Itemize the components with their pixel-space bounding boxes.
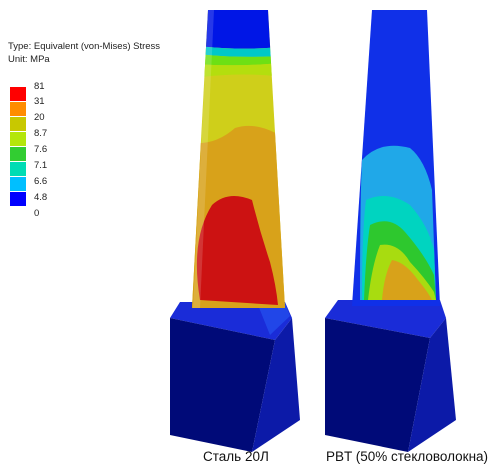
colorbar-swatch xyxy=(10,132,26,147)
colorbar-tick-label: 6.6 xyxy=(34,176,48,187)
colorbar-tick-label: 31 xyxy=(34,96,45,107)
colorbar-swatch xyxy=(10,177,26,192)
legend-header: Type: Equivalent (von-Mises) Stress Unit… xyxy=(8,40,160,66)
pbt-caption: PBT (50% стекловолокна) xyxy=(326,449,489,464)
colorbar-tick-label: 7.6 xyxy=(34,144,48,155)
colorbar-swatch xyxy=(10,192,26,207)
pbt-base xyxy=(325,300,456,452)
stress-colorbar xyxy=(10,87,26,215)
colorbar-tick-label: 8.7 xyxy=(34,128,48,139)
colorbar-tick-label: 0 xyxy=(34,208,40,219)
steel-caption: Сталь 20Л xyxy=(203,449,269,464)
steel-model xyxy=(170,10,300,452)
colorbar-swatch xyxy=(10,147,26,162)
colorbar-tick-label: 81 xyxy=(34,81,45,92)
legend-type-text: Type: Equivalent (von-Mises) Stress xyxy=(8,41,161,52)
steel-base xyxy=(170,302,300,452)
legend-unit-text: Unit: MPa xyxy=(8,54,50,65)
colorbar-swatch xyxy=(10,87,26,102)
colorbar-tick-label: 4.8 xyxy=(34,192,48,203)
steel-blade xyxy=(192,10,285,308)
colorbar-swatch xyxy=(10,102,26,117)
colorbar-tick-label: 20 xyxy=(34,112,45,123)
colorbar-swatch xyxy=(10,162,26,177)
colorbar-swatch xyxy=(10,117,26,132)
pbt-model xyxy=(325,10,456,452)
pbt-blade xyxy=(352,10,440,306)
colorbar-tick-label: 7.1 xyxy=(34,160,48,171)
